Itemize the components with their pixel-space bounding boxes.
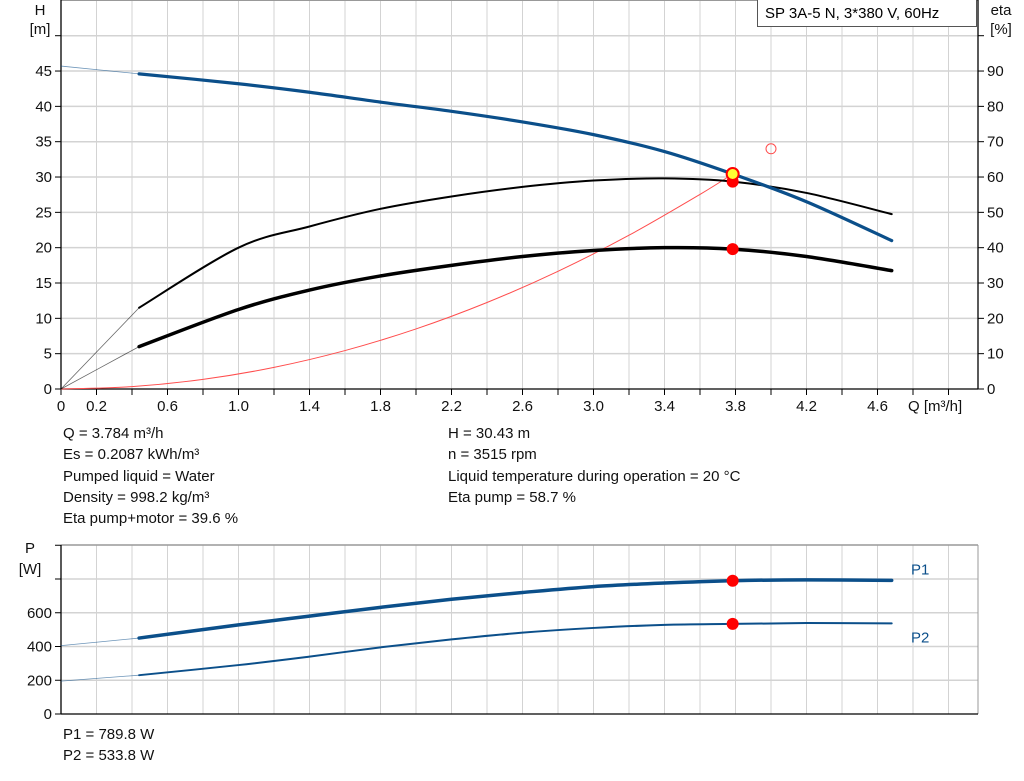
y-tick-label: 600 [27,605,52,622]
info-eta-pump: Eta pump = 58.7 % [448,488,576,506]
x-tick-label: 4.2 [796,398,817,415]
y-axis-label-right: eta [991,2,1013,19]
series-label-p2: P2 [911,629,929,646]
y-tick-label-left: 5 [44,346,52,363]
x-tick-label: 3.0 [583,398,604,415]
head-curve [137,72,894,243]
x-tick-label: 3.4 [654,398,675,415]
info-p2: P2 = 533.8 W [63,747,155,765]
x-tick-label: 0 [57,398,65,415]
y-tick-label-left: 20 [35,240,52,257]
y-tick-label-left: 40 [35,98,52,115]
info-es: Es = 0.2087 kWh/m³ [63,446,200,464]
info-n: n = 3515 rpm [448,446,537,464]
info-right: H = 30.43 m n = 3515 rpm Liquid temperat… [448,423,740,508]
x-tick-label: 1.0 [228,398,249,415]
info-liquid: Pumped liquid = Water [63,467,215,485]
y-tick-label-left: 35 [35,134,52,151]
y-axis-unit-right: [%] [990,21,1012,38]
y-tick-label: 200 [27,672,52,689]
system-curve [60,173,733,390]
y-tick-label-right: 20 [987,310,1004,327]
x-tick-label: 0.2 [86,398,107,415]
eta-pump-curve [138,177,893,309]
info-left: Q = 3.784 m³/h Es = 0.2087 kWh/m³ Pumped… [63,423,238,529]
y-tick-label-right: 50 [987,204,1004,221]
duty-point-p2 [726,617,739,630]
x-tick-label: 1.4 [299,398,320,415]
series-label-p1: P1 [911,561,929,578]
y-tick-label-right: 60 [987,169,1004,186]
x-axis-label: Q [m³/h] [908,398,962,415]
y-tick-label-left: 0 [44,381,52,398]
x-tick-label: 2.2 [441,398,462,415]
power-curve-p2 [138,622,893,677]
duty-point-p1 [726,574,739,587]
duty-point-head [725,166,740,181]
head-curve-extrapolated [60,65,140,75]
requested-point [765,143,777,155]
y-tick-label-right: 70 [987,134,1004,151]
power-curve-p2-extrapolated [60,674,140,682]
y-tick-label-left: 25 [35,204,52,221]
power-curve-p1-extrapolated [60,637,140,647]
x-tick-label: 3.8 [725,398,746,415]
info-q: Q = 3.784 m³/h [63,425,164,442]
info-h: H = 30.43 m [448,425,531,442]
info-eta-pump-motor: Eta pump+motor = 39.6 % [63,510,239,528]
power-info: P1 = 789.8 W P2 = 533.8 W [63,724,154,767]
y-tick-label-left: 30 [35,169,52,186]
eta-pump-motor-curve-extrapolated [60,346,140,390]
y-axis-label-left: H [35,2,46,19]
power-curve-p1 [137,578,894,640]
info-p1: P1 = 789.8 W [63,726,155,743]
eta-pump-motor-curve [137,245,894,349]
y-axis-unit: [W] [19,561,42,578]
y-tick-label-left: 10 [35,310,52,327]
y-tick-label: 400 [27,639,52,656]
x-tick-label: 4.6 [867,398,888,415]
y-tick-label-right: 10 [987,346,1004,363]
y-tick-label: 0 [44,706,52,723]
info-density: Density = 998.2 kg/m³ [63,488,210,506]
duty-point-eta-pump-motor [726,243,739,256]
y-tick-label-right: 0 [987,381,995,398]
x-tick-label: 1.8 [370,398,391,415]
y-tick-label-left: 45 [35,63,52,80]
y-axis-unit-left: [m] [30,21,51,38]
y-tick-label-right: 40 [987,240,1004,257]
y-tick-label-right: 30 [987,275,1004,292]
model-label: SP 3A-5 N, 3*380 V, 60Hz [757,0,977,27]
x-tick-label: 2.6 [512,398,533,415]
x-tick-label: 0.6 [157,398,178,415]
eta-pump-curve-extrapolated [60,307,140,390]
y-tick-label-left: 15 [35,275,52,292]
y-axis-label: P [25,540,35,557]
y-tick-label-right: 80 [987,98,1004,115]
y-tick-label-right: 90 [987,63,1004,80]
info-temperature: Liquid temperature during operation = 20… [448,467,741,485]
